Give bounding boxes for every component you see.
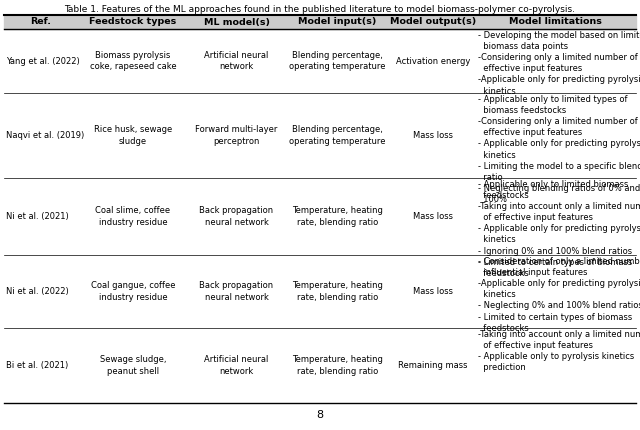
Text: Naqvi et al. (2019): Naqvi et al. (2019) xyxy=(6,131,84,140)
Text: Remaining mass: Remaining mass xyxy=(398,361,468,370)
Text: Blending percentage,
operating temperature: Blending percentage, operating temperatu… xyxy=(289,126,386,145)
Text: Rice husk, sewage
sludge: Rice husk, sewage sludge xyxy=(94,126,172,145)
Text: Mass loss: Mass loss xyxy=(413,287,453,296)
Text: Ni et al. (2021): Ni et al. (2021) xyxy=(6,212,68,221)
Text: Back propagation
neural network: Back propagation neural network xyxy=(200,282,273,301)
Text: Mass loss: Mass loss xyxy=(413,212,453,221)
Text: Model input(s): Model input(s) xyxy=(298,18,377,27)
Text: Yang et al. (2022): Yang et al. (2022) xyxy=(6,56,80,65)
Text: Ni et al. (2022): Ni et al. (2022) xyxy=(6,287,68,296)
Text: -Taking into account only a limited number
  of effective input features
- Appli: -Taking into account only a limited numb… xyxy=(478,330,640,372)
Text: Model limitations: Model limitations xyxy=(509,18,602,27)
Text: Biomass pyrolysis
coke, rapeseed cake: Biomass pyrolysis coke, rapeseed cake xyxy=(90,51,176,71)
Text: - Applicable only to limited biomass
  feedstocks
-Taking into account only a li: - Applicable only to limited biomass fee… xyxy=(478,180,640,278)
Text: Coal slime, coffee
industry residue: Coal slime, coffee industry residue xyxy=(95,206,171,227)
Text: Temperature, heating
rate, blending ratio: Temperature, heating rate, blending rati… xyxy=(292,206,383,227)
Text: Blending percentage,
operating temperature: Blending percentage, operating temperatu… xyxy=(289,51,386,71)
Text: Model output(s): Model output(s) xyxy=(390,18,476,27)
Text: Activation energy: Activation energy xyxy=(396,56,470,65)
Text: Temperature, heating
rate, blending ratio: Temperature, heating rate, blending rati… xyxy=(292,282,383,301)
Text: Temperature, heating
rate, blending ratio: Temperature, heating rate, blending rati… xyxy=(292,356,383,375)
Text: Ref.: Ref. xyxy=(31,18,51,27)
Text: Table 1. Features of the ML approaches found in the published literature to mode: Table 1. Features of the ML approaches f… xyxy=(65,5,575,14)
Text: Sewage sludge,
peanut shell: Sewage sludge, peanut shell xyxy=(100,356,166,375)
Text: Mass loss: Mass loss xyxy=(413,131,453,140)
Text: Coal gangue, coffee
industry residue: Coal gangue, coffee industry residue xyxy=(91,282,175,301)
Text: - Developing the model based on limited
  biomass data points
-Considering only : - Developing the model based on limited … xyxy=(478,31,640,95)
Text: Artificial neural
network: Artificial neural network xyxy=(204,356,269,375)
Text: Forward multi-layer
perceptron: Forward multi-layer perceptron xyxy=(195,126,278,145)
Bar xyxy=(4,15,636,29)
Text: ML model(s): ML model(s) xyxy=(204,18,269,27)
Text: 8: 8 xyxy=(316,410,324,420)
Text: Back propagation
neural network: Back propagation neural network xyxy=(200,206,273,227)
Text: Bi et al. (2021): Bi et al. (2021) xyxy=(6,361,68,370)
Text: Feedstock types: Feedstock types xyxy=(90,18,177,27)
Text: Artificial neural
network: Artificial neural network xyxy=(204,51,269,71)
Text: - Consideration of only a limited number of
  influential input features
-Applic: - Consideration of only a limited number… xyxy=(478,257,640,332)
Text: - Applicable only to limited types of
  biomass feedstocks
-Considering only a l: - Applicable only to limited types of bi… xyxy=(478,95,640,204)
